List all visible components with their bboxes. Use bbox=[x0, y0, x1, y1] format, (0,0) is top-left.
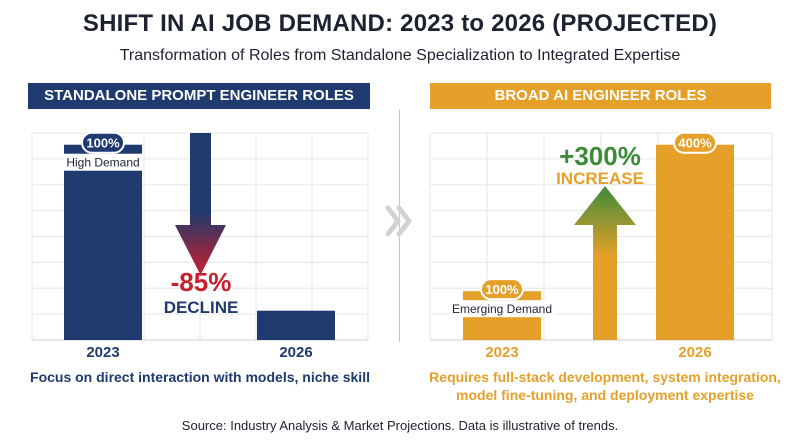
right-data-label: 100% bbox=[485, 282, 519, 297]
right-data-label: 400% bbox=[678, 136, 712, 151]
right-bar-2026 bbox=[656, 144, 734, 340]
right-caption: Requires full-stack development, system … bbox=[420, 368, 790, 404]
left-value-pill bbox=[81, 131, 125, 154]
left-bar-sublabel: High Demand bbox=[66, 156, 139, 170]
increase-percent: +300% bbox=[559, 141, 641, 171]
left-tick-label: 2023 bbox=[86, 344, 119, 361]
left-sublabel-bg bbox=[62, 153, 144, 171]
right-value-pill bbox=[673, 131, 717, 154]
left-panel-header: STANDALONE PROMPT ENGINEER ROLES bbox=[28, 83, 370, 109]
left-tick-label: 2026 bbox=[279, 344, 312, 361]
left-bar-2026 bbox=[257, 310, 335, 340]
panel-divider bbox=[399, 110, 400, 342]
decline-label: DECLINE bbox=[164, 298, 239, 317]
increase-label: INCREASE bbox=[556, 169, 644, 188]
left-caption: Focus on direct interaction with models,… bbox=[30, 369, 370, 385]
right-value-pill bbox=[480, 278, 524, 301]
right-panel-header: BROAD AI ENGINEER ROLES bbox=[430, 83, 771, 109]
page-title: SHIFT IN AI JOB DEMAND: 2023 to 2026 (PR… bbox=[82, 10, 718, 37]
right-bar-sublabel: Emerging Demand bbox=[452, 302, 552, 316]
left-data-label: 100% bbox=[86, 136, 120, 151]
right-tick-label: 2026 bbox=[678, 344, 711, 361]
decline-percent: -85% bbox=[171, 267, 232, 297]
up-arrow-icon bbox=[574, 186, 636, 340]
page-subtitle: Transformation of Roles from Standalone … bbox=[119, 47, 681, 64]
right-caption-line: model fine-tuning, and deployment expert… bbox=[456, 387, 754, 403]
left-bar-2023 bbox=[64, 144, 142, 340]
down-arrow-icon bbox=[175, 133, 226, 275]
double-chevron-right-icon bbox=[385, 205, 412, 237]
right-tick-label: 2023 bbox=[485, 344, 518, 361]
right-sublabel-bg bbox=[448, 300, 556, 318]
right-caption-line: Requires full-stack development, system … bbox=[429, 369, 781, 385]
source-note: Source: Industry Analysis & Market Proje… bbox=[181, 418, 619, 433]
